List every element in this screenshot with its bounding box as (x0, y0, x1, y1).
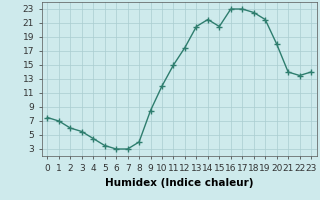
X-axis label: Humidex (Indice chaleur): Humidex (Indice chaleur) (105, 178, 253, 188)
